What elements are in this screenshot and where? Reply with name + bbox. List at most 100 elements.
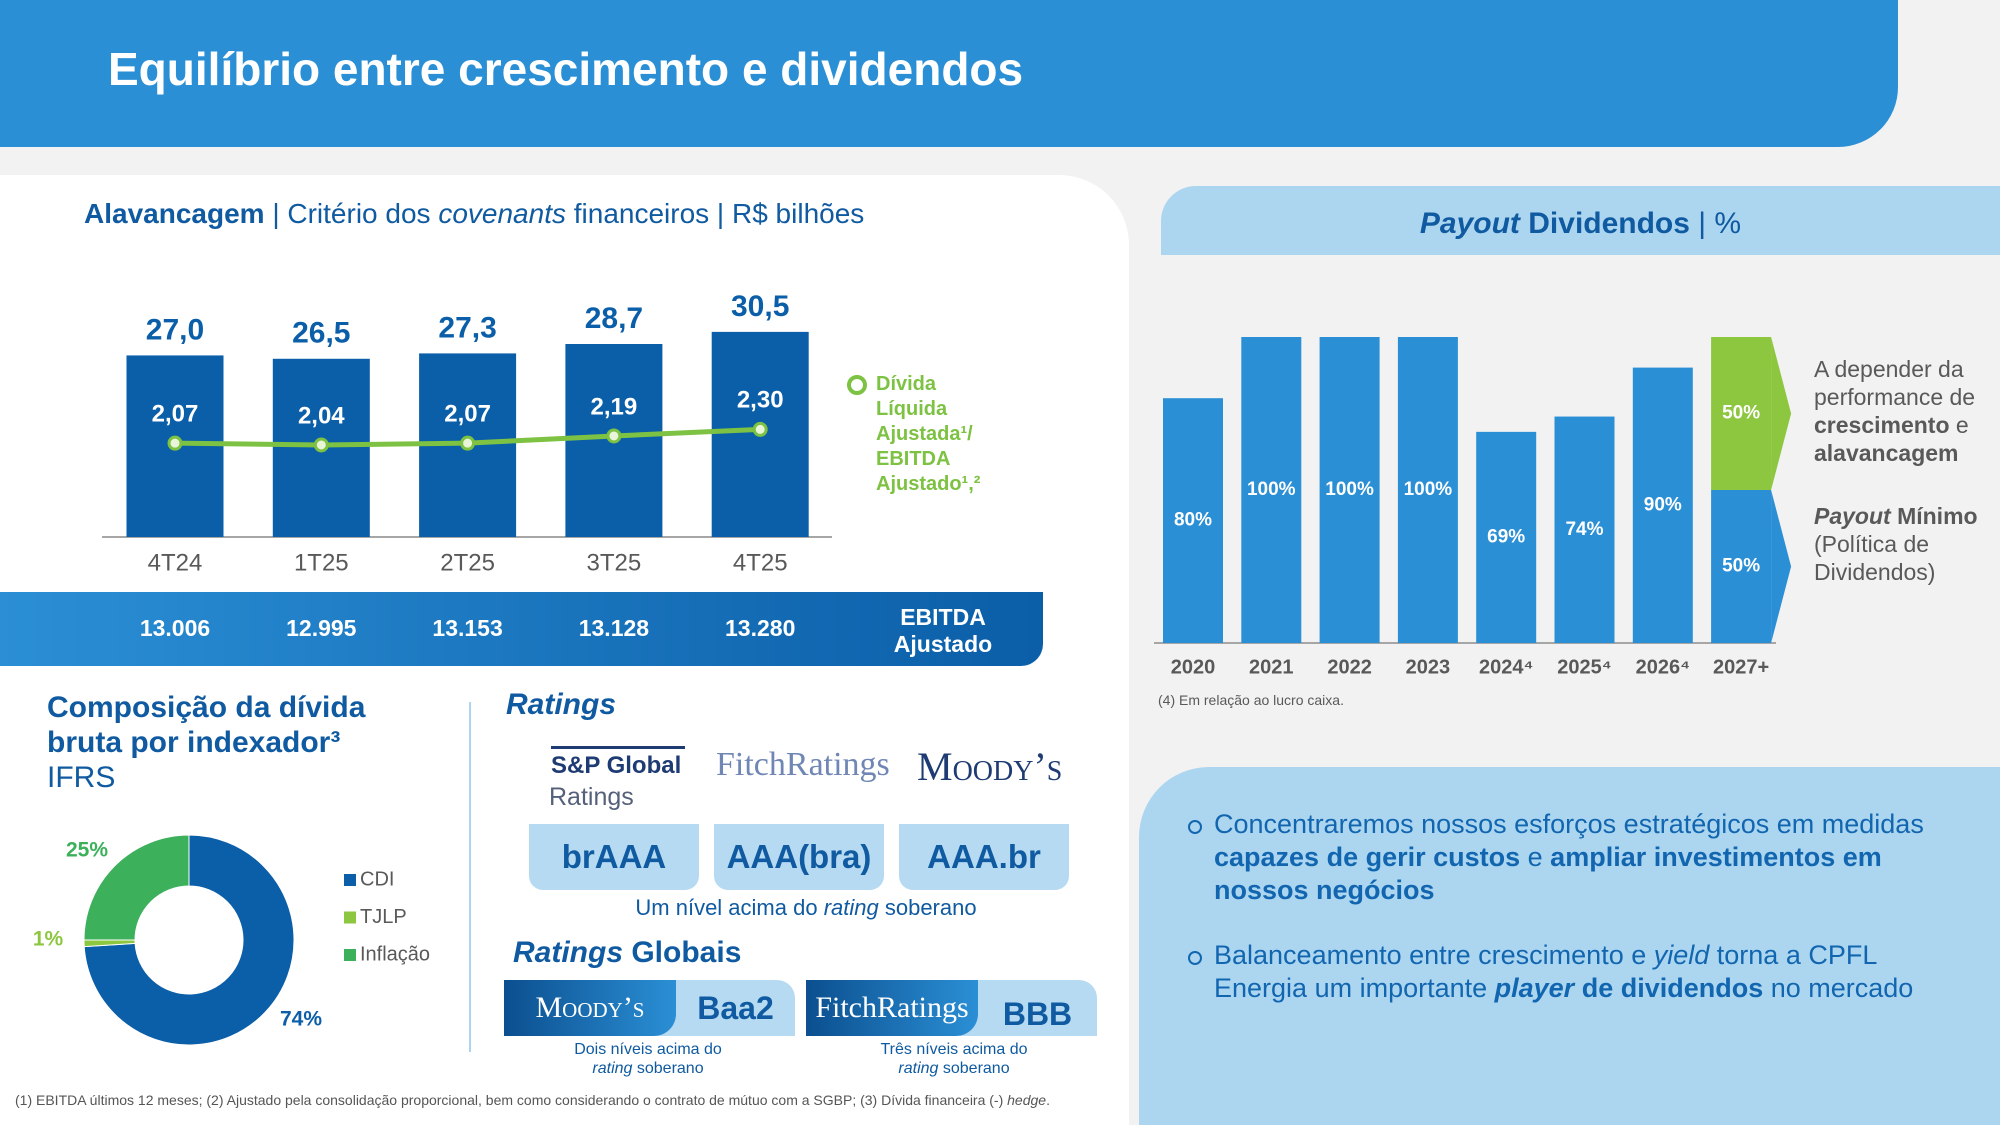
legend-label: Dívida Líquida Ajustada¹/ EBITDA Ajustad…: [876, 373, 981, 495]
logo: Ratings: [549, 783, 634, 811]
line-marker: [460, 435, 476, 451]
chart-title: Payout Dividendos | %: [1161, 207, 2000, 241]
title-part: | Critério dos: [264, 198, 439, 229]
legend-label: Inflação: [360, 943, 430, 965]
note-part: soberano: [632, 1060, 704, 1077]
line-marker: [167, 435, 183, 451]
rating-grade: brAAA: [529, 824, 699, 890]
rating-note: Um nível acima do rating soberano: [606, 895, 1006, 921]
x-tick-label: 2024⁴: [1479, 656, 1533, 678]
agency-logo: Moody’s: [504, 980, 676, 1036]
bullet-part: de dividendos: [1574, 973, 1764, 1003]
logo: FitchRatings: [716, 746, 890, 783]
title-part: IFRS: [47, 761, 116, 794]
value-label: 100%: [1404, 479, 1453, 500]
pie-slice: [83, 834, 190, 941]
bar: [1241, 337, 1302, 643]
annotation-part: crescimento: [1814, 412, 1950, 438]
table-cell: 13.153: [432, 615, 502, 641]
bullet-part: ampliar investimentos em nossos negócios: [1214, 842, 1882, 905]
x-tick-label: 4T24: [148, 549, 203, 576]
global-rating: FitchRatings BBB: [806, 980, 1097, 1036]
title-part: financeiros | R$ bilhões: [565, 198, 865, 229]
x-tick-label: 2020: [1171, 656, 1216, 678]
x-tick-label: 2023: [1406, 656, 1451, 678]
legend-marker: [847, 375, 867, 395]
section-title: Ratings: [506, 688, 617, 721]
value-label: 26,5: [292, 317, 350, 350]
bullet-part: torna a CPFL Energia um importante: [1214, 940, 1877, 1003]
rating-grade: BBB: [1002, 995, 1073, 1032]
logo-rule: [551, 746, 685, 749]
x-tick-label: 2027+: [1713, 656, 1769, 678]
bar: [1711, 337, 1772, 490]
rating-grade: AAA.br: [899, 824, 1069, 890]
annotation-part: alavancagem: [1814, 440, 1959, 466]
note-part: soberano: [878, 895, 977, 920]
note-part: Dois níveis acima do: [574, 1041, 722, 1058]
x-tick-label: 4T25: [733, 549, 788, 576]
note-part: Um nível acima do: [635, 895, 824, 920]
chart-footnote: (4) Em relação ao lucro caixa.: [1158, 692, 1344, 708]
value-label: 80%: [1174, 510, 1212, 531]
table-cell: 12.995: [286, 615, 357, 641]
rating-grade: AAA(bra): [714, 824, 884, 890]
value-label: 69%: [1487, 526, 1525, 547]
legend-label: TJLP: [360, 906, 407, 928]
value-label: 100%: [1247, 479, 1296, 500]
value-label: 27,0: [146, 313, 204, 346]
line-marker: [606, 428, 622, 444]
arrow: [1771, 490, 1792, 643]
global-rating: Moody’s Baa2: [504, 980, 795, 1036]
value-label: 28,7: [585, 302, 643, 335]
bullet-part: yield: [1653, 940, 1710, 970]
section-title: Ratings Globais: [513, 936, 741, 970]
annotation-part: Payout: [1814, 503, 1891, 529]
annotation-part: A depender da performance de: [1814, 356, 1976, 410]
x-tick-label: 3T25: [587, 549, 642, 576]
bullet-part: no mercado: [1763, 973, 1914, 1003]
footnote-part: (1) EBITDA últimos 12 meses; (2) Ajustad…: [15, 1092, 1008, 1108]
title-part: Payout: [1419, 207, 1520, 240]
legend-swatch: [344, 949, 356, 961]
table-cell: 13.006: [140, 615, 210, 641]
title-part: Composição da dívida bruta por indexador…: [47, 691, 366, 759]
rating-note: Três níveis acima do rating soberano: [834, 1040, 1074, 1078]
bar: [1163, 398, 1223, 643]
row-label: EBITDA Ajustado: [893, 604, 993, 657]
pie-slice: [83, 834, 295, 1046]
bullet-dot: [1188, 820, 1202, 834]
annotation: Payout Mínimo (Política de Dividendos): [1814, 502, 1994, 586]
x-tick-label: 2025⁴: [1557, 656, 1611, 678]
title-part: Globais: [623, 936, 742, 969]
bullet-dot: [1188, 951, 1202, 965]
value-label: 50%: [1722, 403, 1760, 424]
divider: [469, 702, 471, 1052]
value-label: 50%: [1722, 556, 1760, 577]
ebitda-strip: [0, 592, 1043, 666]
value-label: 100%: [1325, 479, 1374, 500]
bar: [1554, 416, 1615, 643]
footnote-part: .: [1046, 1092, 1050, 1108]
note-part: rating: [823, 895, 879, 920]
value-label: 2,07: [152, 400, 199, 427]
bar: [1711, 490, 1772, 643]
bullet-part: player: [1494, 973, 1575, 1003]
note-part: Três níveis acima do: [880, 1041, 1028, 1058]
annotation-part: (Política de Dividendos): [1814, 531, 1936, 585]
message-panel: [1139, 767, 2000, 1125]
value-label: 27,3: [438, 311, 496, 344]
note-part: rating: [592, 1060, 633, 1077]
x-tick-label: 2022: [1327, 656, 1372, 678]
footnote: (1) EBITDA últimos 12 meses; (2) Ajustad…: [15, 1092, 1050, 1108]
note-part: rating: [898, 1060, 939, 1077]
value-label: 90%: [1644, 494, 1682, 515]
bullet-part: capazes de gerir custos: [1214, 842, 1521, 872]
logo: Moody’s: [917, 744, 1063, 789]
note-part: soberano: [938, 1060, 1010, 1077]
title-part: | %: [1689, 207, 1742, 240]
legend-swatch: [344, 874, 356, 886]
value-label: 2,19: [591, 393, 638, 420]
